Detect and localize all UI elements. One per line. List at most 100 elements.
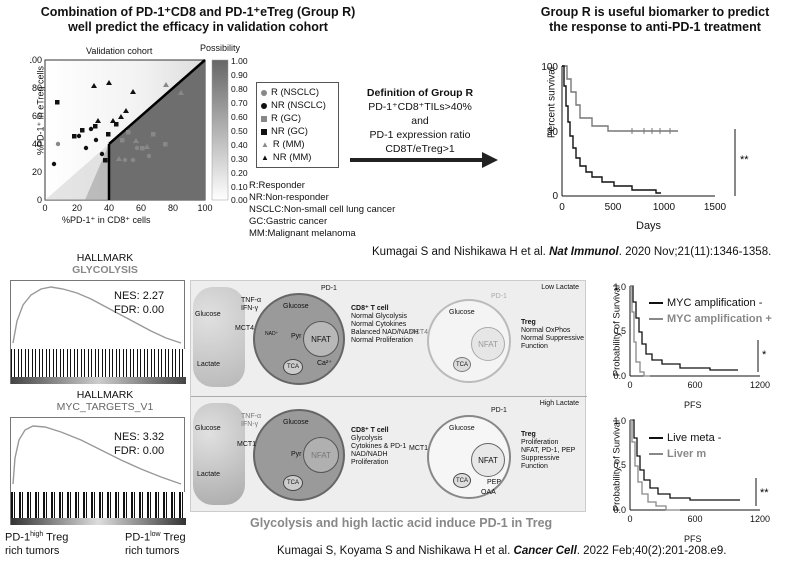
line-swatch-icon [649, 302, 663, 304]
svg-text:60: 60 [136, 203, 146, 213]
scatter-legend: R (NSCLC) NR (NSCLC) R (GC) NR (GC) ▲ R (… [256, 82, 339, 168]
svg-text:1000: 1000 [653, 202, 676, 213]
svg-text:0: 0 [42, 203, 47, 213]
km1-significance: * [762, 349, 767, 361]
cd8-high-text: CD8⁺ T cell Glycolysis Cytokines & PD-1 … [351, 427, 407, 466]
gsea-myc-plot: NES: 3.32 FDR: 0.00 [10, 417, 186, 525]
svg-text:500: 500 [605, 202, 622, 213]
legend-item: ▲ NR (MM) [261, 152, 312, 163]
mitochondria: TCA [283, 359, 303, 375]
legend-item: Liver m [649, 446, 721, 462]
svg-text:0.0: 0.0 [613, 371, 626, 381]
gsea-glycolysis-stats: NES: 2.27 FDR: 0.00 [114, 290, 165, 316]
cd8-low-text: CD8⁺ T cell Normal Glycolysis Normal Cyt… [351, 305, 419, 344]
diagram-divider [191, 396, 587, 397]
gene-hit-barcode [11, 492, 186, 518]
svg-text:600: 600 [687, 380, 702, 390]
group-r-definition: Definition of Group R PD-1⁺CD8⁺TILs>40% … [366, 87, 474, 155]
svg-text:80: 80 [32, 83, 42, 93]
rank-gradient-bar [11, 377, 186, 384]
rank-gradient-bar [11, 518, 186, 525]
svg-text:20: 20 [32, 167, 42, 177]
high-lactate-label: High Lactate [539, 400, 579, 407]
gsea-myc-title: HALLMARK MYC_TARGETS_V1 [56, 389, 154, 413]
svg-text:1500: 1500 [704, 202, 727, 213]
legend-item: R (GC) [261, 112, 334, 125]
scatter-points-r [55, 82, 184, 163]
enrichment-curve [12, 425, 182, 485]
citation-cancer-cell: Kumagai S, Koyama S and Nishikawa H et a… [277, 545, 727, 557]
legend-item: NR (NSCLC) [261, 99, 334, 112]
km2-legend: Live meta - Liver m [649, 430, 721, 462]
square-marker-icon [261, 128, 267, 135]
square-marker-icon [261, 115, 267, 122]
svg-text:100: 100 [30, 56, 42, 65]
svg-text:1.0: 1.0 [613, 282, 626, 292]
triangle-marker-icon: ▲ [261, 153, 269, 162]
svg-text:80: 80 [168, 203, 178, 213]
svg-text:0: 0 [559, 202, 565, 213]
svg-text:1200: 1200 [750, 380, 770, 390]
line-swatch-icon [649, 453, 663, 455]
km2-xlabel: PFS [684, 534, 702, 544]
triangle-marker-icon: ▲ [261, 140, 269, 149]
svg-text:600: 600 [687, 514, 702, 524]
svg-text:0.80: 0.80 [231, 84, 248, 94]
pd1-high-label: PD-1high Treg rich tumors [5, 531, 69, 557]
scatter-x-ticks: 0 20 40 60 80 100 [42, 203, 212, 213]
svg-text:0.70: 0.70 [231, 98, 248, 108]
svg-text:1.00: 1.00 [231, 56, 248, 66]
scatter-plot: 0 20 40 60 80 100 0 20 40 60 80 100 1.00 0.90 0.80 0.… [30, 56, 248, 213]
svg-text:40: 40 [32, 139, 42, 149]
scatter-panel-title: Combination of PD-1⁺CD8 and PD-1⁺eTreg (… [8, 5, 388, 35]
km1-plot: 1.0 0.5 0.0 0 600 1200 * [613, 282, 770, 390]
legend-item: Live meta - [649, 430, 721, 446]
low-lactate-label: Low Lactate [541, 284, 579, 291]
abbreviation-list: R:Responder NR:Non-responder NSCLC:Non-s… [249, 180, 396, 239]
cd8-cell-high: NFAT TCA Glucose Pyr [253, 409, 345, 501]
pd1-low-label: PD-1low Treg rich tumors [125, 531, 186, 557]
line-swatch-icon [649, 318, 663, 320]
svg-text:1.0: 1.0 [613, 416, 626, 426]
title-line: well predict the efficacy in validation … [68, 20, 328, 34]
svg-text:0.5: 0.5 [613, 460, 626, 470]
gsea-glycolysis-plot: NES: 2.27 FDR: 0.00 [10, 280, 186, 384]
treg-cell-high: NFAT TCA Glucose PEP OAA [427, 415, 511, 499]
km-top-significance: ** [740, 154, 749, 166]
svg-text:0: 0 [552, 191, 558, 202]
cd8-cell-low: NFAT TCA Glucose Pyr NAD⁺ Ca²⁺ [253, 293, 345, 385]
treg-cell-low: NFAT TCA Glucose [427, 299, 511, 383]
treg-low-text: Treg Normal OxPhos Normal Suppressive Fu… [521, 319, 585, 350]
circle-marker-icon [261, 102, 267, 109]
right-arrow-icon [350, 152, 498, 168]
citation-nat-immunol: Kumagai S and Nishikawa H et al. Nat Imm… [372, 246, 772, 258]
svg-text:100: 100 [541, 62, 558, 73]
svg-text:0.20: 0.20 [231, 168, 248, 178]
svg-text:0.90: 0.90 [231, 70, 248, 80]
legend-item: MYC amplification - [649, 295, 772, 311]
km2-plot: 1.0 0.5 0.0 0 600 1200 ** [613, 416, 770, 524]
svg-text:0.40: 0.40 [231, 140, 248, 150]
km2-significance: ** [760, 487, 769, 499]
circle-marker-icon [261, 89, 267, 96]
mct4-label: MCT4 [235, 325, 255, 332]
gsea-myc-stats: NES: 3.32 FDR: 0.00 [114, 431, 165, 457]
scatter-plot-title: Validation cohort [86, 46, 153, 56]
scatter-y-ticks: 0 20 40 60 80 100 [30, 56, 42, 205]
svg-text:0.10: 0.10 [231, 182, 248, 192]
svg-text:20: 20 [72, 203, 82, 213]
legend-item: R (NSCLC) [261, 86, 334, 99]
svg-text:0: 0 [627, 380, 632, 390]
svg-text:0.00: 0.00 [231, 195, 248, 205]
cytokines: TNF-α IFN-γ [241, 297, 261, 312]
km1-xlabel: PFS [684, 400, 702, 410]
svg-text:40: 40 [104, 203, 114, 213]
colorbar-ticks: 1.00 0.90 0.80 0.70 0.60 0.50 0.40 0.30 0.20 0.10… [231, 56, 248, 205]
km-top-xlabel: Days [636, 220, 662, 232]
svg-text:60: 60 [32, 111, 42, 121]
svg-text:0: 0 [627, 514, 632, 524]
svg-text:0.0: 0.0 [613, 505, 626, 515]
svg-text:0.50: 0.50 [231, 126, 248, 136]
km-panel-title: Group R is useful biomarker to predict t… [540, 5, 770, 34]
legend-item: NR (GC) [261, 125, 334, 138]
